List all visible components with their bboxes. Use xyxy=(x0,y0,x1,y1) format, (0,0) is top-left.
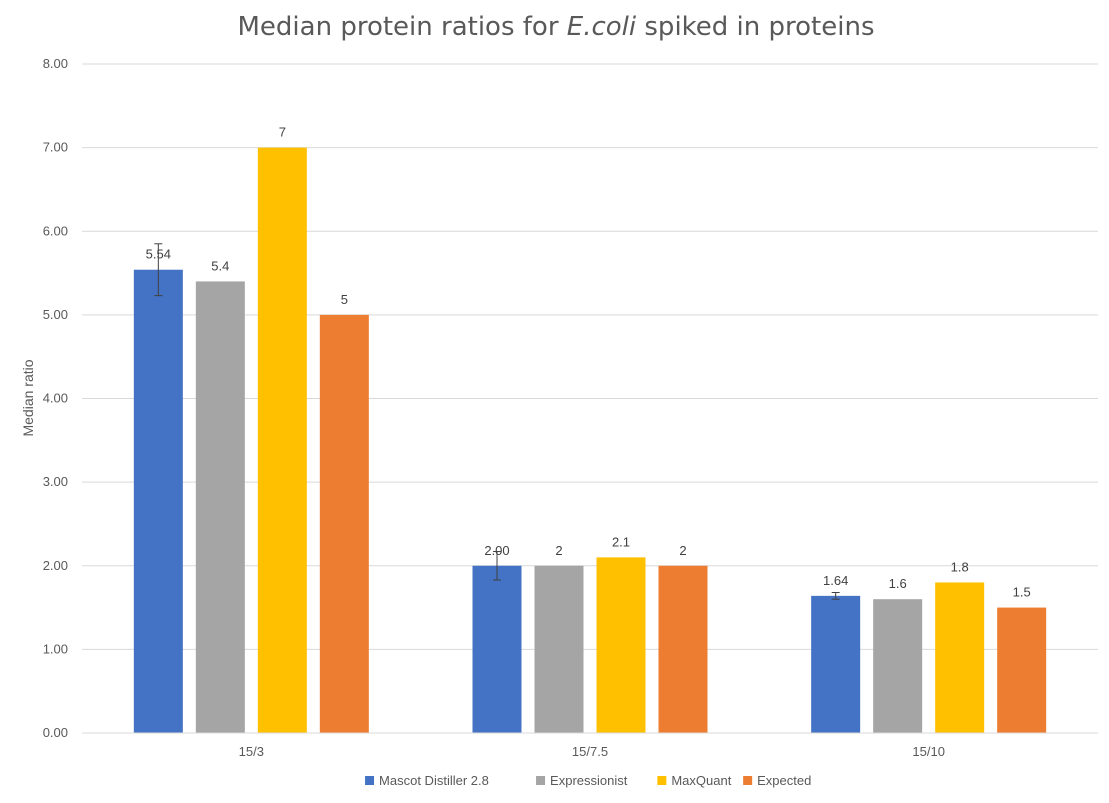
bar-mascot-distiller-2-8 xyxy=(133,269,183,733)
bar-mascot-distiller-2-8 xyxy=(811,595,861,733)
bar-maxquant xyxy=(596,557,646,733)
data-label: 2 xyxy=(555,543,562,558)
y-tick-label: 3.00 xyxy=(43,474,68,489)
data-label: 5.4 xyxy=(211,258,229,273)
bar-expressionist xyxy=(195,281,245,733)
bar-expected xyxy=(658,565,708,733)
legend-label: Expected xyxy=(757,773,811,788)
data-label: 7 xyxy=(279,125,286,140)
y-tick-label: 6.00 xyxy=(43,223,68,238)
legend-swatch xyxy=(743,776,753,785)
data-label: 2.1 xyxy=(612,534,630,549)
bar-expected xyxy=(997,607,1047,733)
bar-expressionist xyxy=(534,565,584,733)
x-tick-label: 15/10 xyxy=(912,744,945,759)
bars xyxy=(133,147,1047,733)
data-label: 2 xyxy=(679,543,686,558)
data-labels: 5.54 5.4 7 5 2.00 2 2.1 2 1.64 1.6 1.8 1.5 xyxy=(146,125,1031,600)
bar-expressionist xyxy=(873,599,923,733)
y-tick-label: 5.00 xyxy=(43,307,68,322)
legend-swatch xyxy=(536,776,546,785)
legend-label: Expressionist xyxy=(550,773,628,788)
bar-maxquant xyxy=(935,582,985,733)
data-label: 1.64 xyxy=(823,573,848,588)
legend-label: MaxQuant xyxy=(671,773,731,788)
y-axis-ticks: 0.00 1.00 2.00 3.00 4.00 5.00 6.00 7.00 8.00 xyxy=(43,56,68,740)
chart-title-prefix: Median protein ratios for xyxy=(237,12,566,42)
y-tick-label: 2.00 xyxy=(43,558,68,573)
chart-title: Median protein ratios for E.coli spiked … xyxy=(237,12,874,42)
x-tick-label: 15/3 xyxy=(239,744,264,759)
data-label: 1.6 xyxy=(889,576,907,591)
y-tick-label: 4.00 xyxy=(43,391,68,406)
data-label: 5 xyxy=(341,292,348,307)
data-label: 1.8 xyxy=(951,559,969,574)
bar-maxquant xyxy=(257,147,307,733)
bar-expected xyxy=(319,314,369,733)
legend-label: Mascot Distiller 2.8 xyxy=(379,773,489,788)
legend-swatch xyxy=(365,776,375,785)
gridlines xyxy=(82,63,1098,650)
chart-title-suffix: spiked in proteins xyxy=(636,12,874,42)
x-tick-label: 15/7.5 xyxy=(572,744,608,759)
legend-swatch xyxy=(657,776,667,785)
error-bars xyxy=(154,243,840,600)
data-label: 1.5 xyxy=(1013,585,1031,600)
bar-mascot-distiller-2-8 xyxy=(472,565,522,733)
data-label: 5.54 xyxy=(146,247,171,262)
data-label: 2.00 xyxy=(484,543,509,558)
y-tick-label: 8.00 xyxy=(43,56,68,71)
y-tick-label: 1.00 xyxy=(43,641,68,656)
y-tick-label: 0.00 xyxy=(43,725,68,740)
y-axis-title: Median ratio xyxy=(20,359,36,436)
x-axis-ticks: 15/3 15/7.5 15/10 xyxy=(239,744,945,759)
chart-title-italic: E.coli xyxy=(567,12,637,42)
y-tick-label: 7.00 xyxy=(43,140,68,155)
legend: Mascot Distiller 2.8 Expressionist MaxQuan… xyxy=(365,773,811,788)
